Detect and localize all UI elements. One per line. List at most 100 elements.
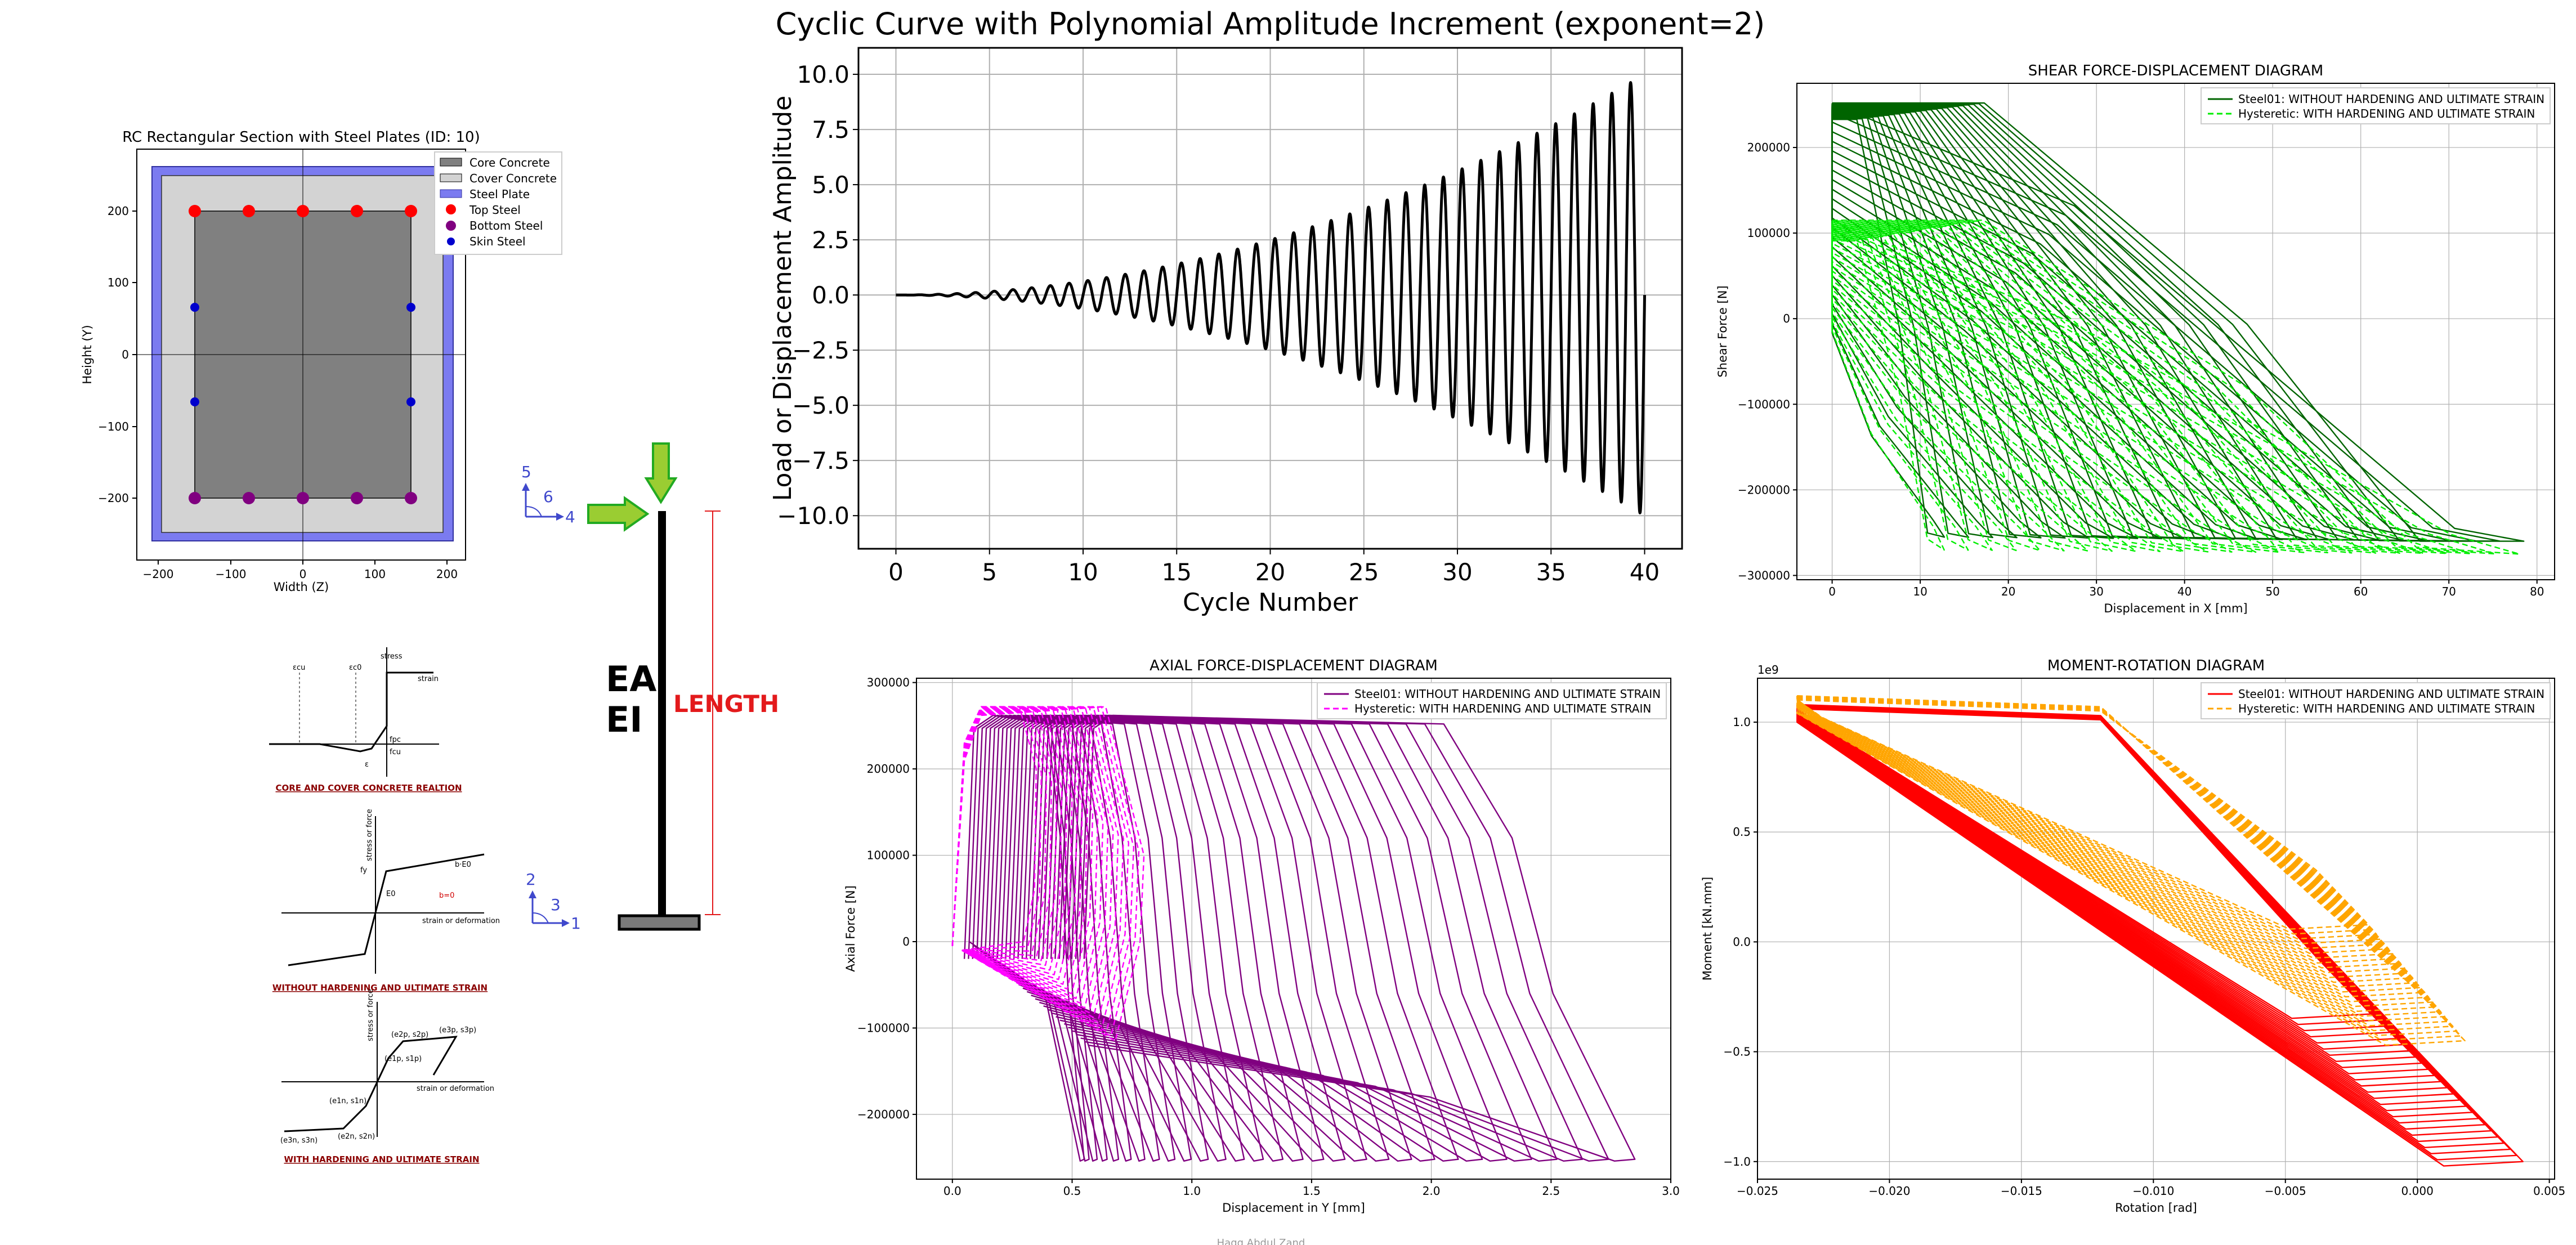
cyclic-series-line [895, 81, 1646, 514]
ytick-label: −7.5 [792, 447, 849, 474]
concrete-label-eps: ε [365, 760, 369, 769]
ytick-label: 200000 [867, 762, 910, 776]
shear-hysteresis-loop [1831, 232, 2161, 552]
axis-label-4: 4 [565, 508, 575, 526]
element-schematic: 5 6 4 EA EI LENGTH 2 3 1 [521, 442, 779, 933]
section-title: RC Rectangular Section with Steel Plates… [122, 129, 480, 146]
shear-hysteresis-loop [1831, 118, 1970, 538]
chart-legend [2201, 87, 2551, 124]
steel01-label-be0: b·E0 [455, 861, 471, 869]
shear-hysteresis-loop [1831, 110, 2235, 540]
xtick-label: 30 [1442, 558, 1472, 586]
axial-hysteresis-loop [1037, 714, 1367, 1162]
section-legend: Core Concrete Cover Concrete Steel Plate… [434, 151, 562, 255]
ytick-label: −5.0 [792, 392, 849, 419]
axial-hysteresis-loop [1042, 714, 1390, 1162]
hyst-label-strain: strain or deformation [417, 1085, 494, 1093]
axis-label-2: 2 [526, 870, 536, 889]
shear-hysteresis-loop [1831, 104, 2452, 541]
xtick-label: 0.0 [943, 1184, 961, 1198]
length-label: LENGTH [673, 690, 779, 718]
hyst-label-e2n: (e2n, s2n) [338, 1132, 375, 1141]
chart-title: MOMENT-ROTATION DIAGRAM [2047, 657, 2265, 674]
section-xtick-label: −200 [143, 567, 174, 581]
axial-hysteresis-loop [972, 714, 1098, 1162]
axial-hysteresis-loop [1000, 714, 1192, 1162]
shear-hysteresis-loop [1831, 114, 2114, 539]
moment-hysteresis-loop [1796, 697, 2418, 988]
axis-label-3: 3 [551, 895, 561, 914]
shear-hysteresis-loop [1831, 226, 2328, 554]
x-axis-label: Displacement in X [mm] [2104, 602, 2247, 615]
xtick-label: 2.0 [1423, 1184, 1441, 1198]
steel01-label-stress: stress or force [365, 809, 374, 861]
hysteretic-sketch: (e2p, s2p) (e3p, s3p) (e1p, s1p) (e1n, s… [280, 989, 494, 1165]
y-axis-label: Load or Displacement Amplitude [768, 96, 797, 501]
concrete-label-ec0: εc0 [349, 664, 361, 672]
steel01-sketch: fy E0 b·E0 b=0 strain or deformation str… [272, 809, 500, 993]
shear-hysteresis-loop [1831, 223, 2425, 554]
footer-text: Haqq Abdul Zand [1217, 1237, 1305, 1245]
xtick-label: 2.5 [1542, 1184, 1560, 1198]
moment-hysteresis-loop [1796, 695, 2466, 1046]
shear-hysteresis-loop [1831, 115, 2066, 539]
hyst-label-e3n: (e3n, s3n) [280, 1136, 317, 1145]
ytick-label: −100000 [1738, 397, 1790, 411]
shear-force-chart: 0 10 20 30 40 50 60 70 80 200000 100000 0 −100000 −20… [1716, 62, 2555, 615]
ytick-label: 300000 [867, 676, 910, 689]
section-xtick-label: 200 [436, 567, 458, 581]
section-xtick-label: 0 [299, 567, 307, 581]
legend-marker-top [446, 204, 456, 214]
ea-label: EA [606, 659, 656, 700]
xtick-label: 70 [2441, 585, 2456, 598]
chart-title: AXIAL FORCE-DISPLACEMENT DIAGRAM [1150, 657, 1438, 674]
shear-hysteresis-loop [1831, 228, 2280, 553]
xtick-label: 50 [2265, 585, 2279, 598]
hyst-label-e2p: (e2p, s2p) [391, 1031, 428, 1039]
xtick-label: −0.005 [2265, 1184, 2306, 1198]
shear-hysteresis-loop [1831, 240, 1945, 551]
concrete-label-stress: stress [381, 652, 402, 661]
skin-steel-bar [190, 397, 199, 406]
ytick-label: −200000 [857, 1108, 910, 1121]
ytick-label: −300000 [1738, 568, 1790, 582]
axial-hysteresis-loop [1017, 714, 1264, 1162]
concrete-label-fpc: fpc [390, 736, 401, 744]
axial-hysteresis-loop [1079, 714, 1609, 1162]
concrete-label-fcu: fcu [390, 748, 401, 756]
section-ticks: −200 −100 0 100 200 200 100 0 −100 −200 [98, 204, 458, 581]
concrete-sketch: εcu εc0 fpc fcu strain stress ε CORE AND… [269, 647, 462, 793]
ytick-label: 100000 [867, 849, 910, 862]
shear-hysteresis-loop [1831, 109, 2283, 540]
shear-hysteresis-loop [1831, 227, 2305, 553]
ytick-label: 100000 [1747, 226, 1790, 240]
rebar-layer [189, 205, 417, 504]
axial-hysteresis-loop [992, 714, 1160, 1162]
legend-swatch-plate [440, 189, 462, 198]
xtick-label: 1.5 [1303, 1184, 1321, 1198]
moment-hysteresis-loop [1796, 696, 2441, 1017]
shear-hysteresis-loop [1831, 235, 2089, 552]
xtick-label: −0.015 [2001, 1184, 2042, 1198]
shear-hysteresis-loop [1831, 239, 1969, 551]
moment-hysteresis-loop [1796, 696, 2438, 1013]
ytick-label: 2.5 [812, 226, 849, 254]
axial-hysteresis-loop [1067, 714, 1532, 1162]
bottom-steel-bar [243, 492, 255, 504]
ei-label: EI [606, 699, 642, 740]
shear-hysteresis-loop [1831, 221, 2472, 554]
top-steel-bar [351, 205, 363, 217]
axial-hysteresis-loop [968, 714, 1090, 1162]
axial-hysteresis-loop [951, 706, 1119, 1018]
concrete-label-ecu: εcu [293, 664, 305, 672]
axis-label-6: 6 [543, 487, 553, 506]
shear-hysteresis-loop [1831, 225, 2377, 554]
moment-hysteresis-loop [1796, 698, 2386, 950]
xtick-label: 10 [1068, 558, 1098, 586]
skin-steel-bar [406, 303, 415, 312]
axial-hysteresis-loop [951, 706, 1145, 1042]
section-ylabel: Height (Y) [80, 325, 94, 384]
legend-marker-bottom [446, 221, 456, 231]
xtick-label: 25 [1349, 558, 1379, 586]
xtick-label: −0.025 [1737, 1184, 1778, 1198]
